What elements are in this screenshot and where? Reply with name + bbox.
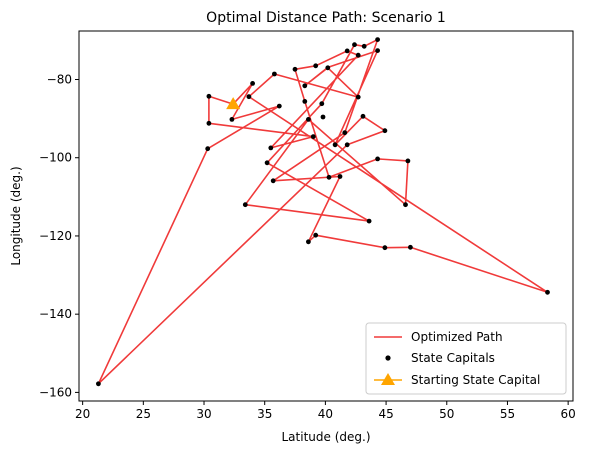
legend-box <box>365 322 567 395</box>
state-capital-point <box>250 81 256 86</box>
state-capital-point <box>276 103 282 109</box>
state-capital-point <box>264 160 270 166</box>
x-tick-label: 20 <box>75 407 90 421</box>
state-capital-point <box>382 245 388 251</box>
state-capital-point <box>332 142 338 148</box>
state-capital-point <box>313 63 319 69</box>
state-capital-point <box>366 218 372 224</box>
y-tick-label: −80 <box>47 72 72 86</box>
state-capital-point <box>403 202 408 208</box>
state-capital-point <box>306 117 311 122</box>
x-tick-label: 60 <box>561 407 576 421</box>
chart-title: Optimal Distance Path: Scenario 1 <box>206 10 446 26</box>
state-capital-point <box>313 232 319 238</box>
state-capitals-layer <box>96 37 550 387</box>
state-capital-point <box>292 66 298 72</box>
x-tick-label: 40 <box>318 407 333 421</box>
y-tick-label: −140 <box>39 307 72 321</box>
legend: Optimized Path State Capitals Starting S… <box>365 322 567 395</box>
state-capital-point <box>342 130 348 136</box>
state-capital-point <box>375 156 380 162</box>
legend-state-capitals-label: State Capitals <box>411 351 495 365</box>
state-capital-point <box>344 48 350 54</box>
plot-frame <box>78 30 574 402</box>
state-capital-point <box>337 174 343 179</box>
state-capital-point <box>326 174 332 180</box>
state-capital-point <box>306 239 311 245</box>
state-capital-point <box>355 94 361 100</box>
state-capital-point <box>246 94 252 100</box>
state-capital-point <box>355 52 361 58</box>
state-capital-point <box>206 93 212 99</box>
state-capital-point <box>344 142 350 148</box>
x-axis-ticks: 20 25 30 35 40 45 50 55 60 <box>75 401 576 421</box>
state-capital-point <box>360 113 366 119</box>
starting-capital-layer <box>226 97 241 110</box>
y-tick-label: −120 <box>39 229 72 243</box>
x-tick-label: 55 <box>500 407 515 421</box>
legend-optimized-path-label: Optimized Path <box>411 330 503 344</box>
state-capital-point <box>352 42 357 48</box>
state-capital-point <box>302 83 308 89</box>
y-axis-ticks: −160 −140 −120 −100 −80 <box>39 72 79 399</box>
state-capital-point <box>270 178 276 184</box>
y-axis-label: Longitude (deg.) <box>9 166 23 265</box>
x-tick-label: 50 <box>439 407 454 421</box>
state-capital-point <box>405 158 411 164</box>
state-capital-point <box>325 65 331 71</box>
legend-state-capitals-swatch <box>385 355 391 361</box>
legend-starting-capital-label: Starting State Capital <box>411 373 540 387</box>
x-tick-label: 35 <box>257 407 272 421</box>
state-capital-point <box>96 381 101 387</box>
state-capital-point <box>205 146 211 152</box>
state-capital-point <box>382 128 388 134</box>
state-capital-point <box>545 289 550 295</box>
state-capital-point <box>319 101 325 107</box>
state-capital-point <box>272 71 277 77</box>
y-tick-label: −100 <box>39 151 72 165</box>
state-capital-point <box>302 99 308 104</box>
state-capital-point <box>408 244 413 250</box>
state-capital-point <box>310 134 316 140</box>
state-capital-point <box>320 114 326 120</box>
state-capital-point <box>206 120 212 126</box>
state-capital-point <box>242 202 248 208</box>
state-capital-point <box>375 37 380 42</box>
y-tick-label: −160 <box>39 385 72 399</box>
state-capital-point <box>268 145 274 151</box>
state-capital-point <box>375 48 380 53</box>
x-tick-label: 30 <box>196 407 211 421</box>
state-capital-point <box>229 117 235 122</box>
x-tick-label: 25 <box>136 407 151 421</box>
x-tick-label: 45 <box>378 407 393 421</box>
state-capital-point <box>361 43 367 49</box>
x-axis-label: Latitude (deg.) <box>282 430 371 444</box>
starting-capital-marker <box>226 97 241 110</box>
legend-starting-capital-marker <box>381 373 395 385</box>
